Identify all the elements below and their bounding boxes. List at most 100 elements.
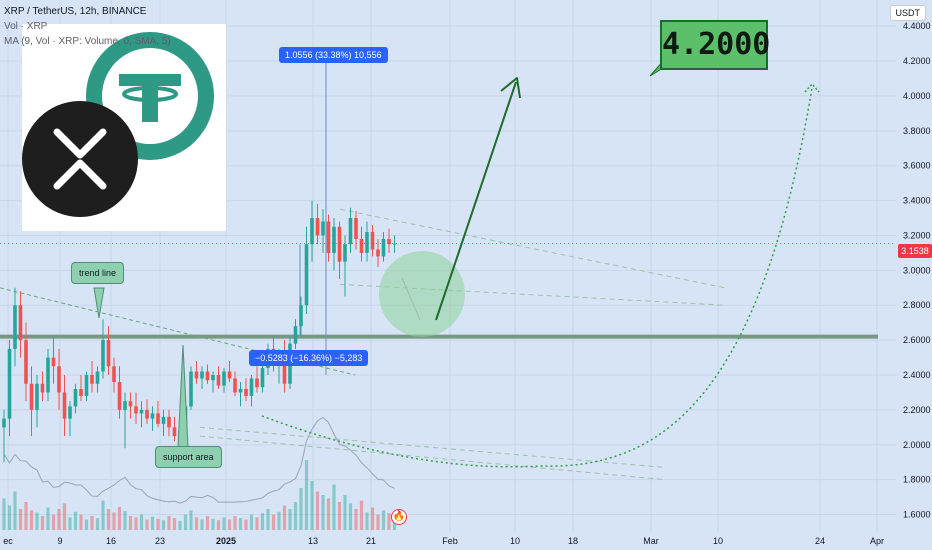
time-tick-label: 13 [308, 536, 318, 546]
volume-bar [332, 484, 336, 530]
volume-bar [321, 495, 325, 530]
fire-icon[interactable]: 🔥 [391, 509, 407, 525]
volume-bar [200, 519, 204, 530]
candle-body [343, 244, 347, 262]
channel-bottom-line [199, 435, 666, 481]
candle-body [156, 413, 160, 424]
volume-bar [266, 509, 270, 530]
candle-body [299, 305, 303, 327]
legend-title[interactable]: XRP / TetherUS, 12h, BINANCE [4, 6, 147, 17]
candle-body [365, 231, 369, 253]
candle-body [326, 221, 331, 253]
time-tick-label: 21 [366, 536, 376, 546]
volume-bar [68, 517, 72, 530]
volume-bar [150, 516, 155, 530]
price-tick-label: 2.0000 [903, 440, 931, 450]
candle-body [194, 371, 199, 379]
price-tick-label: 2.6000 [903, 335, 931, 345]
volume-bar [238, 518, 243, 530]
candle-body [150, 413, 155, 419]
volume-bar [183, 514, 188, 530]
price-tick-label: 1.6000 [903, 510, 931, 520]
volume-bar [167, 516, 171, 530]
volume-bar [161, 520, 166, 530]
volume-bar [2, 498, 6, 530]
support-area-callout[interactable]: support area [155, 446, 222, 468]
candles [2, 200, 397, 463]
volume-bar [24, 502, 28, 530]
price-tick-label: 1.8000 [903, 475, 931, 485]
candle-body [62, 392, 67, 419]
volume-bar [145, 519, 149, 530]
volume-bar [117, 506, 122, 530]
volume-bar [40, 516, 45, 530]
volume-bar [189, 510, 193, 530]
volume-bar [29, 510, 34, 530]
price-tick-label: 2.8000 [903, 300, 931, 310]
price-tick-label: 3.8000 [903, 126, 931, 136]
candle-body [216, 375, 221, 386]
price-tick-label: 4.4000 [903, 21, 931, 31]
candle-body [189, 371, 193, 407]
candle-body [24, 340, 28, 384]
candle-body [348, 218, 353, 245]
volume-bar [299, 488, 303, 530]
volume-bar [123, 511, 127, 530]
volume-bar [211, 518, 215, 530]
candle-body [387, 238, 391, 245]
volume-bar [134, 517, 138, 530]
candle-body [337, 226, 342, 262]
volume-bar [387, 513, 391, 530]
xrp-logo-icon [22, 101, 138, 217]
volume-bar [7, 505, 12, 530]
price-axis[interactable]: 1.6000 1.8000 2.0000 2.2000 2.4000 2.6000 2.80… [896, 0, 932, 550]
candle-body [321, 221, 325, 236]
currency-label[interactable]: USDT [889, 5, 926, 21]
candle-body [310, 218, 314, 245]
price-tick-label: 4.0000 [903, 91, 931, 101]
support-level-band [0, 334, 878, 339]
volume-bar [271, 514, 276, 530]
candle-body [293, 326, 298, 344]
logo-card [22, 24, 226, 231]
volume-bar [84, 519, 89, 530]
time-tick-label: Apr [870, 536, 884, 546]
volume-bar [337, 502, 342, 530]
volume-bar [365, 512, 369, 530]
time-axis-panel [0, 532, 932, 550]
candle-body [7, 348, 12, 419]
volume-bar [205, 516, 210, 530]
volume-bar [348, 503, 353, 530]
candle-body [359, 238, 364, 253]
volume-bar [381, 510, 386, 530]
candle-body [227, 371, 232, 379]
candle-body [73, 388, 78, 407]
drawings-back [0, 57, 878, 481]
volume-bar [46, 507, 50, 530]
target-price-label[interactable]: 4.2000 [660, 20, 770, 70]
candle-body [282, 354, 287, 384]
volume-bar [216, 520, 221, 530]
candle-body [172, 427, 177, 437]
candle-body [381, 238, 386, 257]
price-tick-label: 3.0000 [903, 265, 931, 275]
legend-volume[interactable]: Vol · XRP [4, 21, 48, 32]
candle-body [238, 388, 243, 393]
tether-logo-icon [86, 32, 214, 160]
candle-body [161, 416, 166, 424]
volume-bar [106, 509, 111, 530]
volume-bar [73, 511, 78, 530]
trend-callout-pointer [93, 287, 105, 319]
volume-bar [139, 514, 144, 530]
measure-up-label[interactable]: 1.0556 (33.38%) 10,556 [279, 47, 388, 63]
candle-body [222, 371, 226, 386]
legend-ma[interactable]: MA (9, Vol · XRP: Volume, 0, SMA, 5) [4, 36, 171, 47]
candle-body [260, 368, 265, 388]
measure-down-label[interactable]: −0.5283 (−16.36%) −5,283 [249, 350, 369, 366]
price-tick-label: 3.6000 [903, 161, 931, 171]
time-tick-label: 9 [57, 536, 62, 546]
channel-top-line [339, 208, 726, 289]
time-axis[interactable]: ec 9 16 23 2025 13 21 Feb 10 18 Mar 10 24 Apr [0, 532, 932, 550]
volume-bars [2, 416, 397, 530]
trend-line-callout[interactable]: trend line [71, 262, 125, 284]
